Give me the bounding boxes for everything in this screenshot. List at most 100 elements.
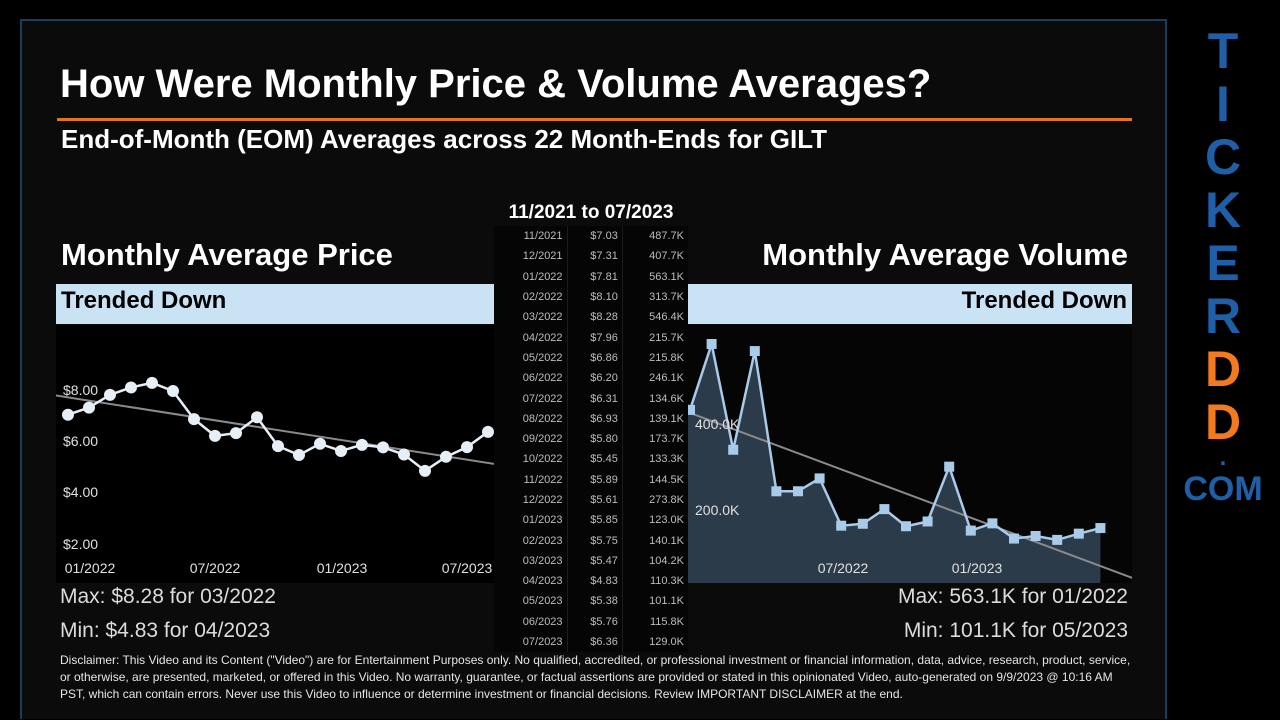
volume-point xyxy=(922,516,933,527)
table-row: 05/2023 $5.38 101.1K xyxy=(494,591,688,612)
price-cell: $5.80 xyxy=(567,428,623,450)
price-point xyxy=(62,408,74,421)
table-row: 09/2022 $5.80 173.7K xyxy=(494,428,688,450)
volume-cell: 407.7K xyxy=(649,250,684,263)
volume-point xyxy=(706,339,717,349)
volume-max: Max: 563.1K for 01/2022 xyxy=(898,585,1128,608)
price-point xyxy=(188,413,200,426)
month-cell: 01/2022 xyxy=(494,266,568,287)
table-row: 04/2023 $4.83 110.3K xyxy=(494,571,688,592)
volume-point xyxy=(879,504,890,515)
month-cell: 07/2023 xyxy=(494,631,568,653)
logo-letter: K xyxy=(1204,182,1242,238)
volume-point xyxy=(836,520,847,531)
volume-point xyxy=(793,486,803,497)
price-x-tick: 01/2022 xyxy=(65,560,116,576)
price-point xyxy=(335,444,347,457)
volume-cell: 273.8K xyxy=(649,494,684,506)
table-row: 03/2023 $5.47 104.2K xyxy=(494,550,688,572)
price-chart-area xyxy=(56,325,494,583)
price-cell: $5.89 xyxy=(567,469,623,490)
volume-point xyxy=(944,461,955,472)
table-row: 01/2022 $7.81 563.1K xyxy=(494,266,688,287)
price-cell: $5.85 xyxy=(567,510,623,531)
price-point xyxy=(356,438,368,451)
price-x-tick: 01/2023 xyxy=(317,560,368,576)
volume-trendline xyxy=(688,411,1132,579)
volume-cell: 313.7K xyxy=(649,291,684,304)
month-cell: 04/2022 xyxy=(494,327,568,348)
disclaimer: Disclaimer: This Video and its Content (… xyxy=(60,653,1131,701)
volume-y-tick: 400.0K xyxy=(695,416,740,432)
table-row: 02/2022 $8.10 313.7K xyxy=(494,286,688,308)
price-point xyxy=(146,376,158,389)
volume-point xyxy=(1030,530,1041,541)
price-cell: $8.28 xyxy=(567,307,623,328)
logo-letter: E xyxy=(1206,235,1240,291)
month-cell: 06/2023 xyxy=(494,611,568,632)
logo-letter: T xyxy=(1207,23,1239,79)
volume-point xyxy=(749,346,760,357)
monthly-table: 11/2021 $7.03 487.7K 12/2021 $7.31 407.7K 01/2… xyxy=(494,226,688,653)
table-row: 02/2023 $5.75 140.1K xyxy=(494,530,688,551)
volume-cell: 104.2K xyxy=(649,554,684,567)
price-point xyxy=(230,427,242,440)
logo-letter: C xyxy=(1204,129,1242,185)
volume-point xyxy=(1052,534,1063,545)
volume-cell: 144.5K xyxy=(649,473,684,486)
table-row: 11/2021 $7.03 487.7K xyxy=(494,226,688,247)
price-cell: $7.03 xyxy=(567,226,623,247)
table-row: 12/2022 $5.61 273.8K xyxy=(494,489,688,511)
table-row: 03/2022 $8.28 546.4K xyxy=(494,307,688,328)
tickerdd-logo: T I C K E R D D. COM xyxy=(1180,25,1266,511)
volume-area xyxy=(688,344,1101,583)
volume-cell: 487.7K xyxy=(649,230,684,243)
volume-point xyxy=(1073,528,1084,539)
volume-cell: 215.7K xyxy=(649,331,684,344)
month-cell: 01/2023 xyxy=(494,510,568,531)
table-range-label: 11/2021 to 07/2023 xyxy=(508,202,674,223)
price-cell: $5.47 xyxy=(567,550,623,572)
volume-point xyxy=(965,525,976,536)
volume-cell: 101.1K xyxy=(649,595,684,608)
price-point xyxy=(314,437,326,450)
price-point xyxy=(419,464,431,477)
month-cell: 05/2022 xyxy=(494,347,568,369)
volume-point xyxy=(728,444,739,455)
table-row: 10/2022 $5.45 133.3K xyxy=(494,449,688,470)
month-cell: 03/2023 xyxy=(494,550,568,572)
price-cell: $7.81 xyxy=(567,266,623,287)
price-point xyxy=(167,385,179,398)
volume-point xyxy=(987,518,998,529)
logo-letter: D xyxy=(1204,341,1242,397)
price-trend-band: Trended Down xyxy=(56,284,494,324)
logo-letter: COM xyxy=(1183,470,1263,508)
month-cell: 02/2023 xyxy=(494,530,568,551)
volume-x-tick: 07/2022 xyxy=(818,560,869,576)
month-cell: 09/2022 xyxy=(494,428,568,450)
title-divider xyxy=(57,118,1132,121)
price-cell: $5.38 xyxy=(567,591,623,612)
price-cell: $5.61 xyxy=(567,489,623,511)
price-cell: $7.96 xyxy=(567,327,623,348)
volume-cell: 246.1K xyxy=(649,372,684,385)
volume-point xyxy=(771,486,782,497)
table-row: 12/2021 $7.31 407.7K xyxy=(494,246,688,267)
price-cell: $5.75 xyxy=(567,530,623,551)
volume-cell: 134.6K xyxy=(649,392,684,405)
month-cell: 12/2022 xyxy=(494,489,568,511)
price-x-tick: 07/2023 xyxy=(442,560,493,576)
volume-cell: 140.1K xyxy=(649,534,684,547)
table-row: 06/2023 $5.76 115.8K xyxy=(494,611,688,632)
logo-letter: D xyxy=(1204,394,1242,450)
price-point xyxy=(209,429,221,442)
price-cell: $6.93 xyxy=(567,408,623,429)
price-y-tick: $8.00 xyxy=(63,382,98,398)
price-point xyxy=(398,448,410,461)
price-point xyxy=(440,450,452,463)
table-row: 05/2022 $6.86 215.8K xyxy=(494,347,688,369)
price-cell: $6.86 xyxy=(567,347,623,369)
price-cell: $5.76 xyxy=(567,611,623,632)
price-point xyxy=(293,449,305,462)
